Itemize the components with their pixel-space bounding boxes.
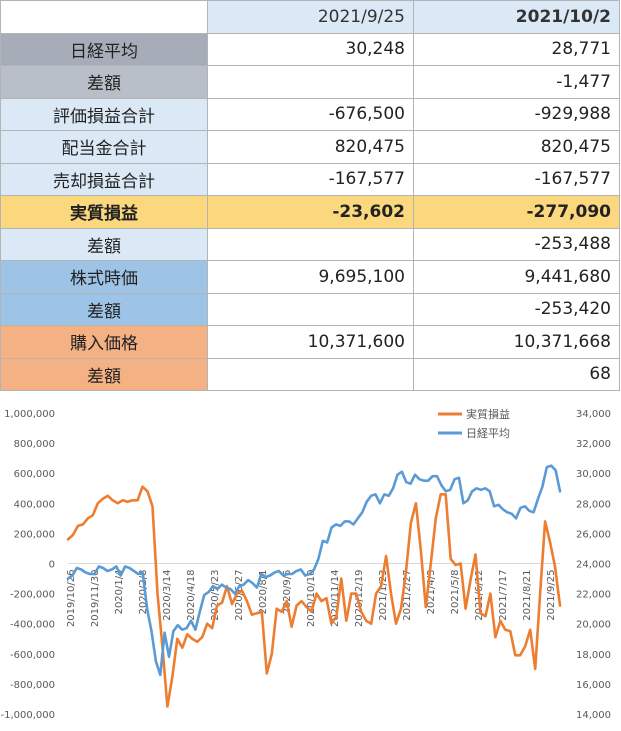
y-left-tick-label: -400,000 [10,620,55,631]
x-tick-label: 2020/5/23 [210,570,221,621]
x-tick-label: 2020/9/5 [282,570,293,615]
row-value-cell: 10,371,668 [413,325,620,359]
x-tick-label: 2021/4/3 [426,570,437,615]
row-label-cell: 配当金合計 [0,130,208,164]
y-left-tick-label: 200,000 [14,529,55,540]
row-value-cell [207,292,414,326]
y-right-tick-label: 22,000 [576,590,611,601]
x-tick-label: 2020/8/1 [258,570,269,615]
y-left-tick-label: -600,000 [10,650,55,661]
y-right-tick-label: 14,000 [576,710,611,721]
row-value-cell: -277,090 [413,195,620,229]
loss-vs-nikkei-chart: 1,000,000 800,000 600,000 400,000 200,000 0 -2… [0,407,611,721]
table-row: 実質損益 -23,602 -277,090 [0,195,620,229]
row-value-cell: -167,577 [207,162,414,196]
y-left-tick-label: -1,000,000 [0,710,55,721]
row-label-cell: 実質損益 [0,195,208,229]
row-label-cell: 株式時価 [0,260,208,294]
x-tick-label: 2020/6/27 [234,570,245,621]
row-value-cell: -23,602 [207,195,414,229]
row-value-cell [207,65,414,99]
x-tick-label: 2019/10/26 [66,570,77,628]
y-right-tick-label: 24,000 [576,560,611,571]
table-row: 差額 68 [0,357,620,391]
y-right-tick-label: 30,000 [576,469,611,480]
row-value-cell [207,357,414,391]
x-tick-label: 2021/5/8 [450,570,461,615]
y-left-tick-label: 1,000,000 [4,409,55,420]
row-value-cell: 9,695,100 [207,260,414,294]
row-value-cell: 820,475 [413,130,620,164]
row-value-cell: 10,371,600 [207,325,414,359]
summary-table-body: 2021/9/25 2021/10/2 日経平均 30,248 28,771 差額 -1,4… [0,0,620,391]
y-right-tick-label: 26,000 [576,529,611,540]
table-row: 売却損益合計 -167,577 -167,577 [0,162,620,196]
row-value-cell: 68 [413,357,620,391]
row-value-cell: -676,500 [207,97,414,131]
row-value-cell: 820,475 [207,130,414,164]
table-row: 日経平均 30,248 28,771 [0,32,620,66]
row-value-cell: -253,488 [413,227,620,261]
x-tick-label: 2020/12/19 [354,570,365,628]
y-right-tick-label: 34,000 [576,409,611,420]
y-left-tick-label: -800,000 [10,680,55,691]
x-tick-label: 2020/1/4 [114,570,125,615]
x-tick-label: 2021/9/25 [546,570,557,621]
table-row: 差額 -253,488 [0,227,620,261]
row-value-cell: -253,420 [413,292,620,326]
x-tick-label: 2021/8/21 [522,570,533,621]
x-tick-label: 2021/7/17 [498,570,509,621]
y-left-tick-label: 600,000 [14,469,55,480]
table-row: 差額 -253,420 [0,292,620,326]
x-tick-label: 2019/11/30 [90,570,101,628]
y-right-tick-label: 28,000 [576,499,611,510]
summary-table: 2021/9/25 2021/10/2 日経平均 30,248 28,771 差額 -1,4… [0,0,620,391]
row-label-cell: 日経平均 [0,32,208,66]
y-right-tick-label: 18,000 [576,650,611,661]
header-date-cell: 2021/9/25 [207,0,414,34]
y-left-tick-label: -200,000 [10,590,55,601]
x-tick-label: 2020/4/18 [186,570,197,621]
row-value-cell [207,227,414,261]
header-corner-cell [0,0,208,34]
y-left-tick-label: 0 [49,560,55,571]
row-value-cell: 30,248 [207,32,414,66]
legend-label: 日経平均 [466,427,510,440]
table-row: 評価損益合計 -676,500 -929,988 [0,97,620,131]
x-tick-label: 2020/3/14 [162,570,173,621]
y-right-tick-label: 16,000 [576,680,611,691]
table-header-row: 2021/9/25 2021/10/2 [0,0,620,34]
table-row: 購入価格 10,371,600 10,371,668 [0,325,620,359]
legend-label: 実質損益 [466,407,510,421]
row-value-cell: -1,477 [413,65,620,99]
x-tick-label: 2021/2/27 [402,570,413,621]
row-label-cell: 売却損益合計 [0,162,208,196]
x-tick-label: 2021/1/23 [378,570,389,621]
table-row: 配当金合計 820,475 820,475 [0,130,620,164]
header-date-cell: 2021/10/2 [413,0,620,34]
y-right-tick-label: 20,000 [576,620,611,631]
row-label-cell: 購入価格 [0,325,208,359]
row-label-cell: 差額 [0,292,208,326]
row-label-cell: 差額 [0,65,208,99]
table-row: 差額 -1,477 [0,65,620,99]
loss-series-line [66,485,562,708]
row-value-cell: -167,577 [413,162,620,196]
row-value-cell: 9,441,680 [413,260,620,294]
y-left-tick-label: 400,000 [14,499,55,510]
row-value-cell: 28,771 [413,32,620,66]
y-left-tick-label: 800,000 [14,439,55,450]
row-label-cell: 差額 [0,357,208,391]
nikkei-series-line [66,464,562,677]
row-label-cell: 評価損益合計 [0,97,208,131]
y-right-tick-label: 32,000 [576,439,611,450]
x-tick-label: 2020/10/10 [306,570,317,628]
row-label-cell: 差額 [0,227,208,261]
table-row: 株式時価 9,695,100 9,441,680 [0,260,620,294]
row-value-cell: -929,988 [413,97,620,131]
x-tick-label: 2020/2/8 [138,570,149,615]
x-tick-label: 2020/11/14 [330,570,341,628]
